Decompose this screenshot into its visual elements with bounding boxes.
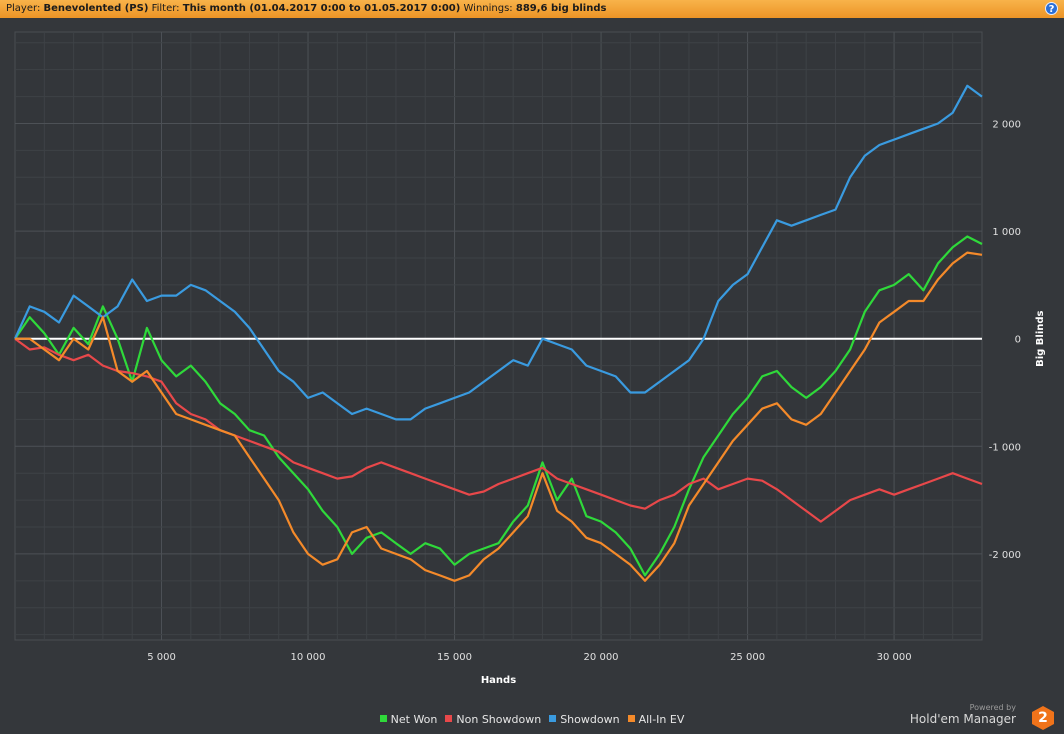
brand-name: Hold'em Manager	[909, 712, 1016, 726]
winnings-value: 889,6 big blinds	[515, 3, 607, 14]
plot-area	[14, 31, 983, 641]
x-tick-label: 25 000	[730, 652, 765, 663]
series-line-net-won	[14, 235, 983, 577]
legend-swatch	[627, 715, 635, 722]
legend-item[interactable]: Net Won	[379, 713, 438, 726]
legend-label: Non Showdown	[456, 713, 542, 726]
legend-label: All-In EV	[638, 713, 685, 726]
y-axis-label: Big Blinds	[1035, 310, 1046, 366]
y-tick-label: -1 000	[989, 442, 1021, 453]
x-tick-label: 15 000	[437, 652, 472, 663]
legend-item[interactable]: Showdown	[549, 713, 620, 726]
winnings-label: Winnings:	[463, 3, 513, 14]
series-line-all-in-ev	[15, 251, 983, 582]
y-tick-label: 2 000	[992, 119, 1021, 130]
brand-footer: Powered by Hold'em Manager 2	[904, 702, 1054, 732]
y-tick-label: -2 000	[989, 550, 1021, 561]
y-tick-label: 1 000	[992, 227, 1021, 238]
series-line-showdown	[13, 84, 983, 421]
legend-swatch	[445, 715, 453, 722]
x-tick-label: 5 000	[147, 652, 176, 663]
x-tick-label: 30 000	[877, 652, 912, 663]
legend-swatch	[379, 715, 387, 722]
title-bar: Player: Benevolented (PS) Filter: This m…	[0, 0, 1064, 18]
filter-label: Filter:	[151, 3, 180, 14]
hem-logo-icon: 2	[1032, 706, 1054, 730]
chart-legend: Net Won Non Showdown Showdown All-In EV	[0, 713, 1064, 726]
legend-label: Net Won	[390, 713, 438, 726]
x-tick-label: 10 000	[291, 652, 326, 663]
powered-by-text: Powered by	[969, 703, 1016, 712]
x-tick-label: 20 000	[584, 652, 619, 663]
help-icon[interactable]: ?	[1045, 2, 1058, 15]
legend-label: Showdown	[560, 713, 620, 726]
player-value: Benevolented (PS)	[43, 3, 149, 14]
player-label: Player:	[6, 3, 41, 14]
y-tick-label: 0	[1015, 335, 1021, 346]
x-axis-label: Hands	[481, 675, 516, 686]
legend-item[interactable]: Non Showdown	[445, 713, 541, 726]
legend-item[interactable]: All-In EV	[627, 713, 685, 726]
legend-swatch	[549, 715, 557, 722]
filter-value: This month (01.04.2017 0:00 to 01.05.201…	[182, 3, 461, 14]
winnings-chart: 5 000 10 000 15 000 20 000 25 000 30 000 2 000…	[13, 31, 1046, 686]
series-line-non-showdown	[14, 337, 983, 523]
